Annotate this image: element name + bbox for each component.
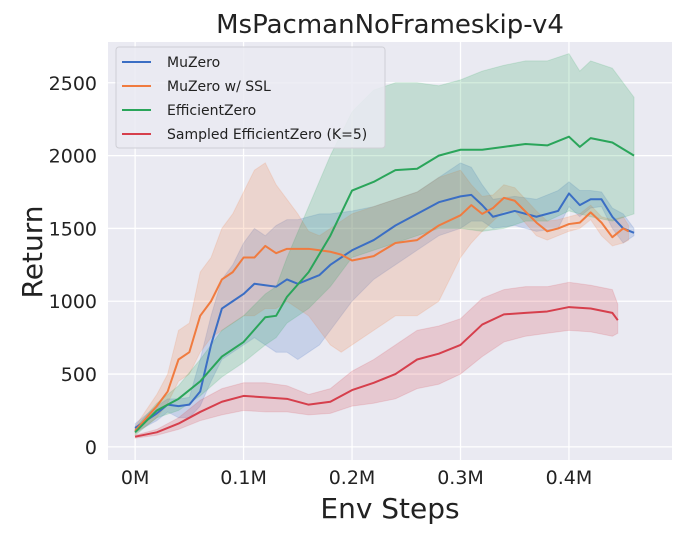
confidence-band: [134, 281, 619, 439]
series-lines: [134, 135, 635, 438]
y-tick-label: 0: [85, 437, 97, 459]
y-axis-label: Return: [16, 206, 49, 299]
chart-title: MsPacmanNoFrameskip-v4: [216, 10, 564, 40]
legend-label: MuZero: [167, 55, 220, 71]
series-line: [134, 135, 635, 434]
confidence-band: [134, 53, 635, 437]
legend-label: Sampled EfficientZero (K=5): [167, 127, 367, 143]
legend: MuZero MuZero w/ SSL EfficientZero Sampled …: [115, 46, 386, 149]
tick-labels: 0M 0.1M 0.2M 0.3M 0.4M 0 500 1000 1500 2000 2500: [49, 73, 593, 489]
x-tick-label: 0.2M: [329, 467, 376, 489]
legend-label: EfficientZero: [167, 103, 256, 119]
y-tick-label: 500: [61, 364, 97, 386]
x-tick-label: 0M: [121, 467, 149, 489]
legend-label: MuZero w/ SSL: [167, 79, 271, 95]
y-tick-label: 1500: [49, 218, 97, 240]
series-line: [134, 192, 635, 429]
x-tick-label: 0.3M: [437, 467, 484, 489]
series-line: [134, 306, 619, 438]
x-tick-label: 0.4M: [546, 467, 593, 489]
series-line: [134, 196, 630, 432]
legend-box: [115, 46, 386, 149]
y-tick-label: 2500: [49, 73, 97, 95]
confidence-band: [134, 162, 630, 435]
x-tick-label: 0.1M: [220, 467, 267, 489]
y-tick-label: 2000: [49, 146, 97, 168]
y-tick-label: 1000: [49, 291, 97, 313]
x-axis-label: Env Steps: [320, 492, 459, 525]
